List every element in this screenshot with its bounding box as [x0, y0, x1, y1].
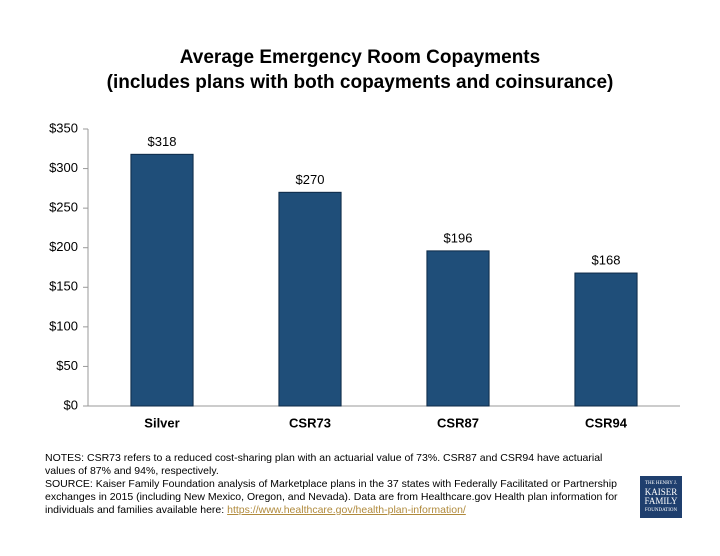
value-label: $318: [148, 134, 177, 149]
bar: [278, 191, 342, 407]
y-tick-label: $100: [49, 318, 78, 333]
y-tick-label: $50: [56, 358, 78, 373]
y-tick-label: $0: [64, 397, 78, 412]
bar: [426, 250, 490, 407]
logo-line: KAISER: [644, 487, 678, 497]
x-tick-label: Silver: [144, 415, 179, 430]
bar: [574, 272, 638, 407]
y-tick-label: $300: [49, 160, 78, 175]
source-text: SOURCE: Kaiser Family Foundation analysi…: [45, 478, 618, 516]
y-tick-label: $150: [49, 279, 78, 294]
x-tick-label: CSR73: [289, 415, 331, 430]
chart-subtitle: (includes plans with both copayments and…: [107, 72, 614, 93]
y-tick-label: $200: [49, 239, 78, 254]
logo-line: FOUNDATION: [644, 508, 678, 513]
x-tick-label: CSR87: [437, 415, 479, 430]
logo: THE HENRY J. KAISER FAMILY FOUNDATION: [640, 476, 682, 518]
value-label: $270: [296, 172, 325, 187]
value-label: $168: [592, 252, 621, 267]
notes: NOTES: CSR73 refers to a reduced cost-sh…: [45, 452, 603, 477]
y-tick-label: $350: [49, 120, 78, 135]
y-tick-label: $250: [49, 200, 78, 215]
chart: Average Emergency Room Copayments (inclu…: [49, 47, 680, 430]
value-label: $196: [444, 230, 473, 245]
bar: [130, 153, 194, 407]
x-tick-label: CSR94: [585, 415, 628, 430]
chart-title: Average Emergency Room Copayments: [180, 47, 540, 68]
source-link[interactable]: https://www.healthcare.gov/health-plan-i…: [227, 504, 466, 516]
logo-line: FAMILY: [644, 496, 678, 506]
source: SOURCE: Kaiser Family Foundation analysi…: [45, 478, 635, 517]
logo-line: THE HENRY J.: [644, 481, 678, 486]
